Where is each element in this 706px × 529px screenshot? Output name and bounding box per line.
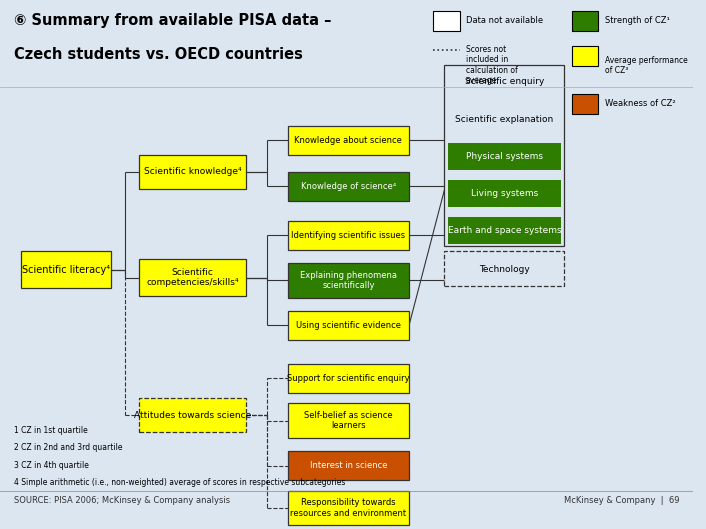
FancyBboxPatch shape (288, 491, 409, 525)
Text: Identifying scientific issues: Identifying scientific issues (292, 231, 405, 240)
Text: Knowledge of science⁴: Knowledge of science⁴ (301, 181, 396, 191)
Text: 4 Simple arithmetic (i.e., non-weighted) average of scores in respective subcate: 4 Simple arithmetic (i.e., non-weighted)… (14, 478, 345, 487)
Bar (448, 217, 561, 243)
FancyBboxPatch shape (288, 263, 409, 297)
Text: Average performance
of CZ³: Average performance of CZ³ (604, 56, 688, 76)
Text: Scientific enquiry: Scientific enquiry (465, 77, 544, 87)
FancyBboxPatch shape (572, 11, 598, 31)
Text: Living systems: Living systems (471, 188, 538, 198)
Text: Strength of CZ¹: Strength of CZ¹ (604, 16, 669, 25)
FancyBboxPatch shape (20, 251, 111, 288)
Bar (448, 142, 561, 169)
FancyBboxPatch shape (138, 398, 246, 433)
Text: Attitudes towards science: Attitudes towards science (133, 411, 251, 420)
FancyBboxPatch shape (572, 94, 598, 114)
Text: Knowledge about science: Knowledge about science (294, 135, 402, 145)
Text: ⑥ Summary from available PISA data –: ⑥ Summary from available PISA data – (14, 13, 331, 28)
FancyBboxPatch shape (288, 171, 409, 200)
Text: Earth and space systems: Earth and space systems (448, 225, 561, 235)
Bar (448, 179, 561, 206)
Text: Using scientific evidence: Using scientific evidence (296, 321, 401, 330)
Text: McKinsey & Company  |  69: McKinsey & Company | 69 (564, 496, 679, 505)
Text: Explaining phenomena
scientifically: Explaining phenomena scientifically (300, 271, 397, 290)
Text: Responsibility towards
resources and environment: Responsibility towards resources and env… (290, 498, 407, 517)
Text: Self-belief as science
learners: Self-belief as science learners (304, 411, 393, 430)
Text: Data not available: Data not available (466, 16, 543, 25)
FancyBboxPatch shape (288, 403, 409, 438)
FancyBboxPatch shape (288, 221, 409, 250)
Text: 2 CZ in 2nd and 3rd quartile: 2 CZ in 2nd and 3rd quartile (14, 443, 122, 452)
Text: Technology: Technology (479, 265, 530, 275)
FancyBboxPatch shape (288, 451, 409, 480)
Text: 3 CZ in 4th quartile: 3 CZ in 4th quartile (14, 461, 89, 470)
Text: Weakness of CZ²: Weakness of CZ² (604, 99, 675, 108)
Text: Physical systems: Physical systems (466, 151, 543, 161)
Bar (444, 65, 563, 246)
FancyBboxPatch shape (138, 154, 246, 189)
FancyBboxPatch shape (288, 364, 409, 393)
FancyBboxPatch shape (288, 311, 409, 340)
FancyBboxPatch shape (433, 11, 460, 31)
Bar (444, 251, 563, 286)
Text: Scientific
competencies/skills⁴: Scientific competencies/skills⁴ (146, 268, 239, 287)
Text: Czech students vs. OECD countries: Czech students vs. OECD countries (14, 47, 303, 61)
FancyBboxPatch shape (138, 259, 246, 296)
Text: Scientific literacy⁴: Scientific literacy⁴ (22, 265, 110, 275)
Text: Interest in science: Interest in science (310, 461, 387, 470)
FancyBboxPatch shape (288, 125, 409, 154)
Text: SOURCE: PISA 2006; McKinsey & Company analysis: SOURCE: PISA 2006; McKinsey & Company an… (14, 496, 230, 505)
FancyBboxPatch shape (572, 46, 598, 66)
Text: Scientific knowledge⁴: Scientific knowledge⁴ (143, 167, 241, 177)
Text: Support for scientific enquiry: Support for scientific enquiry (287, 373, 409, 383)
Text: Scores not
included in
calculation of
average: Scores not included in calculation of av… (466, 45, 517, 85)
Text: 1 CZ in 1st quartile: 1 CZ in 1st quartile (14, 426, 88, 435)
Text: Scientific explanation: Scientific explanation (455, 114, 554, 124)
